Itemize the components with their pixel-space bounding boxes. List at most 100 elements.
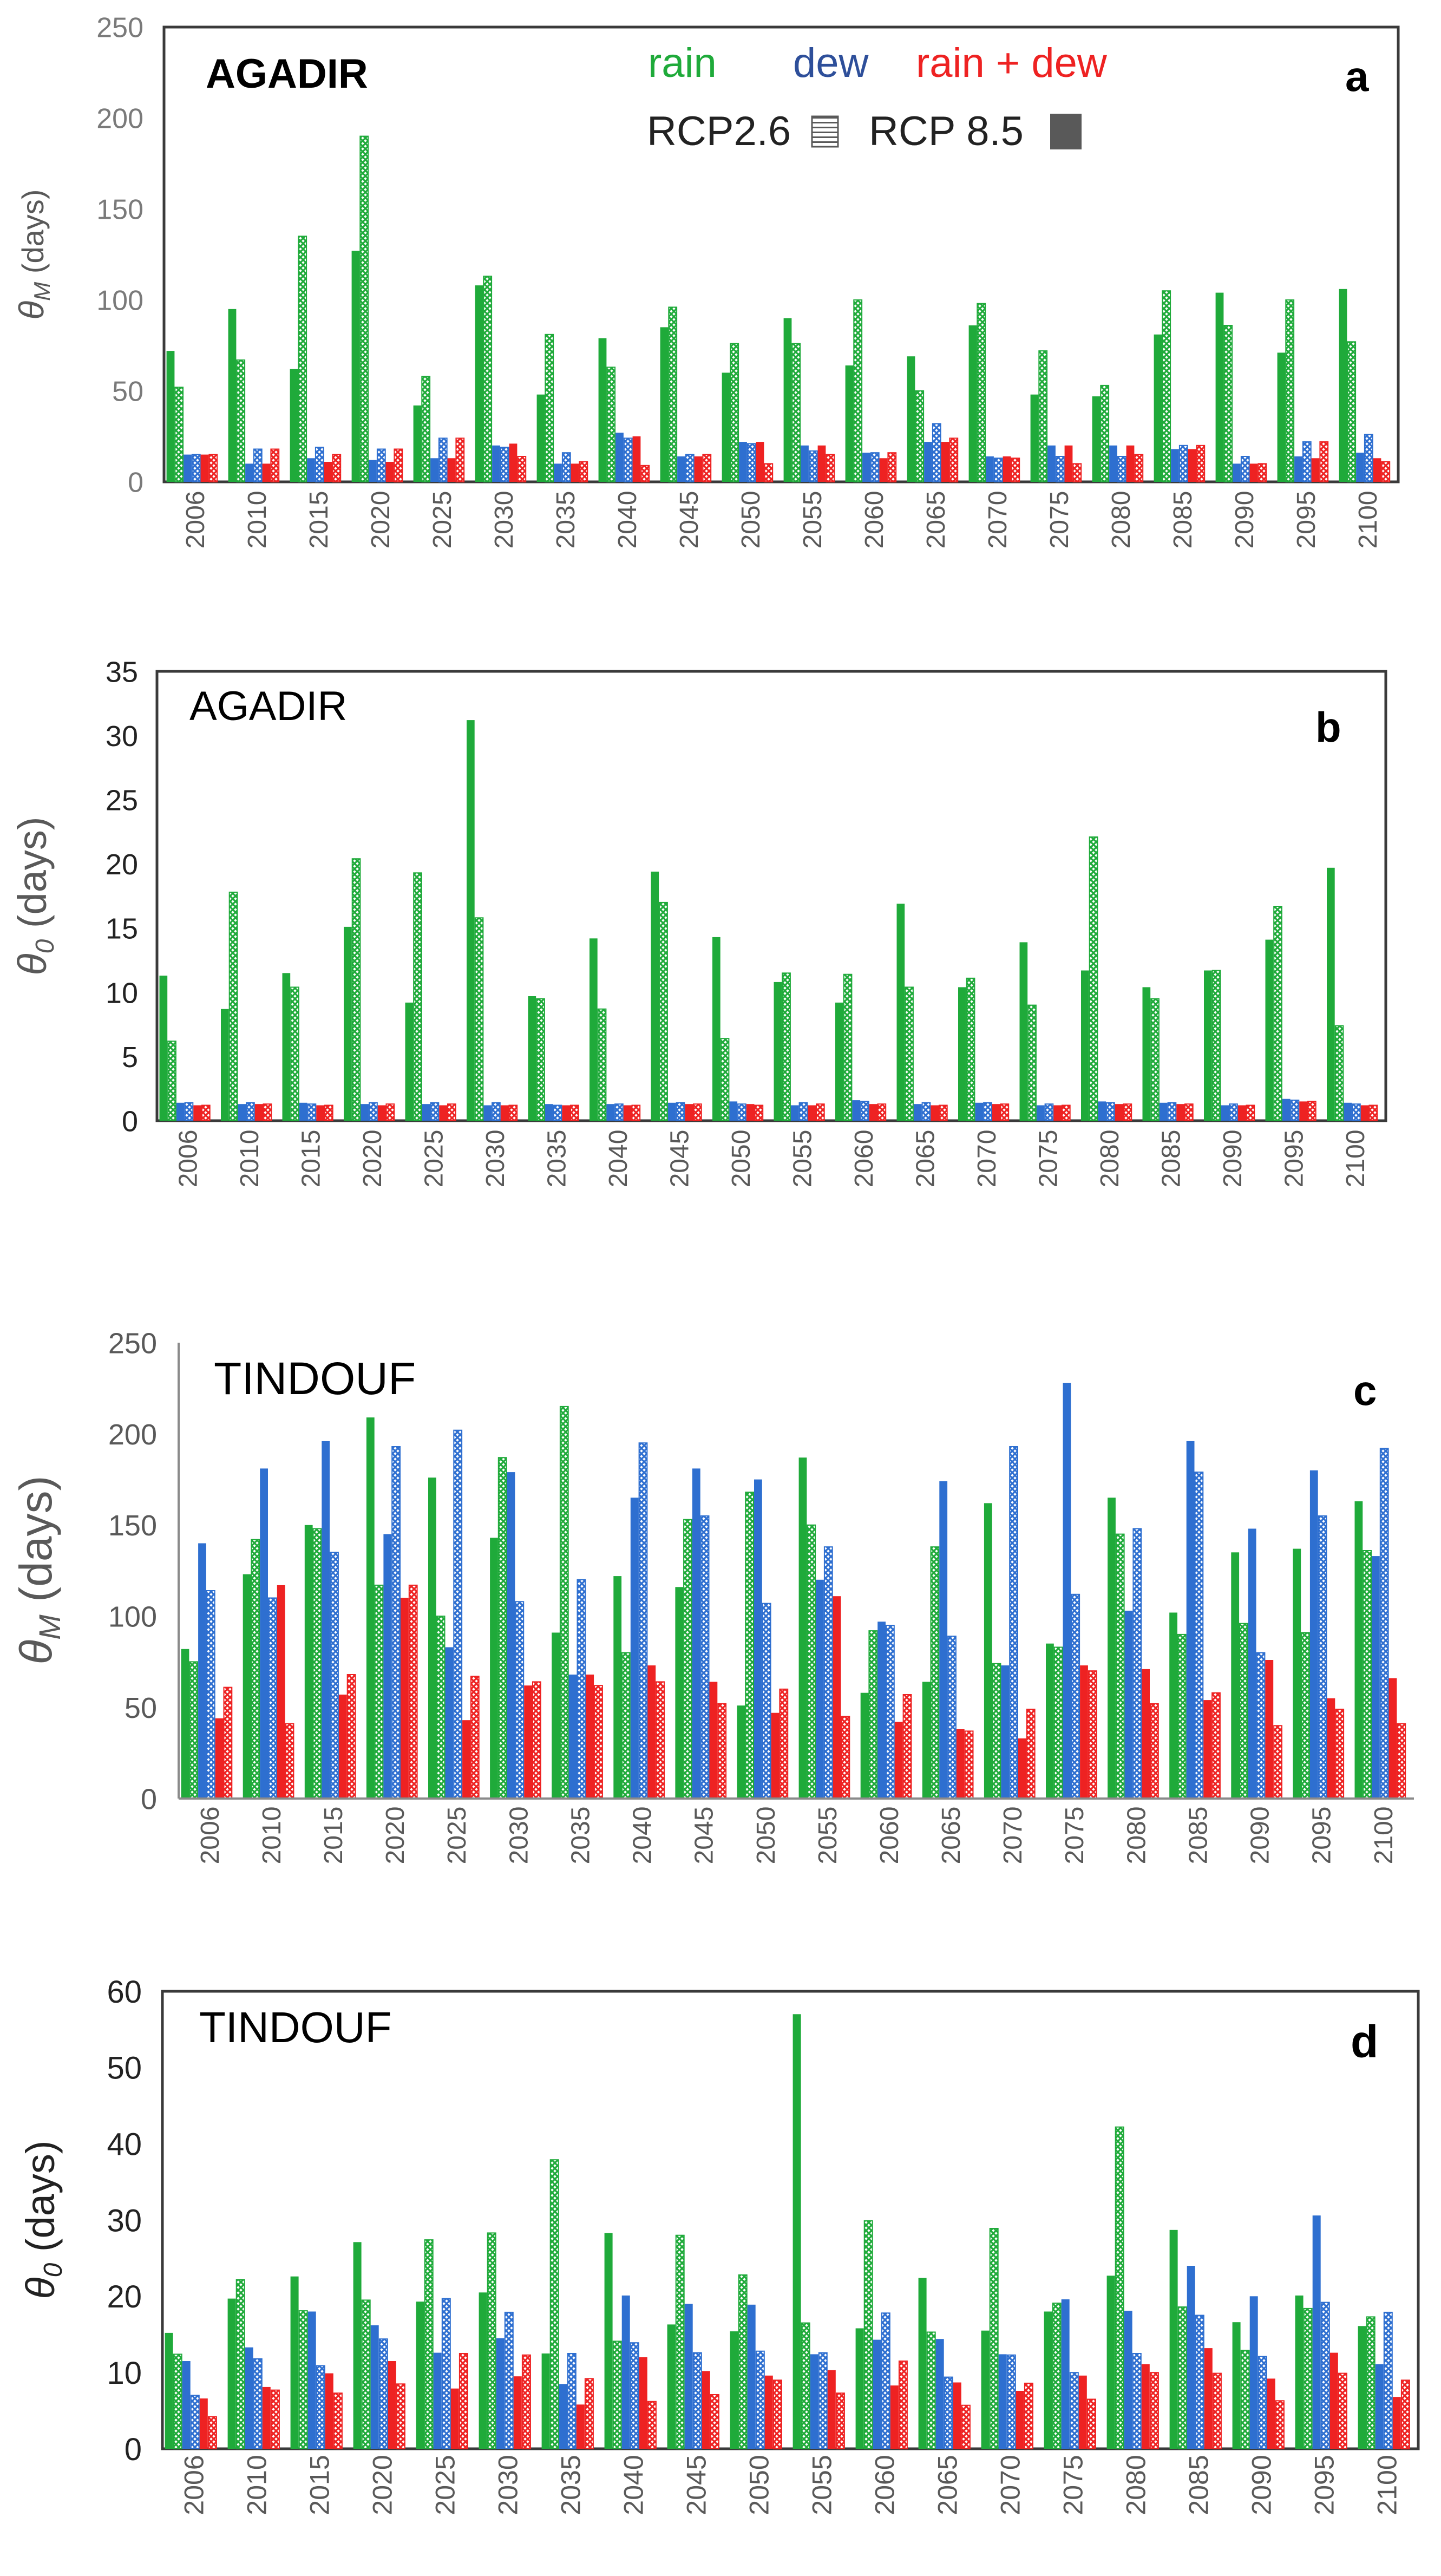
x-tick-label: 2035 <box>567 1807 595 1865</box>
bar-rain-dew-rcp85-2020 <box>385 462 394 482</box>
x-tick-label: 2035 <box>552 491 580 549</box>
bar-dew-rcp26-2075 <box>1055 456 1065 482</box>
bar-rain-rcp26-2090 <box>1240 2350 1250 2449</box>
plot-area-a <box>162 25 1400 483</box>
bar-rain-rcp26-2070 <box>966 977 975 1122</box>
legend-rcp85-swatch <box>1050 114 1082 149</box>
y-tick-label: 5 <box>122 1041 138 1074</box>
bar-rain-dew-rcp26-2080 <box>1123 1103 1132 1121</box>
x-tick-label: 2020 <box>368 2455 398 2515</box>
bar-rain-dew-rcp26-2090 <box>1257 463 1267 483</box>
bar-rain-rcp85-2045 <box>667 2324 676 2449</box>
y-tick-label: 40 <box>107 2127 142 2162</box>
bar-rain-rcp85-2095 <box>1277 352 1286 482</box>
bar-rain-dew-rcp26-2015 <box>332 454 342 482</box>
bar-rain-rcp85-2065 <box>918 2278 927 2449</box>
bar-rain-dew-rcp26-2025 <box>447 1103 456 1121</box>
bar-dew-rcp26-2055 <box>798 1102 808 1122</box>
bar-rain-dew-rcp26-2040 <box>631 1104 641 1121</box>
bar-rain-rcp26-2100 <box>1366 2316 1376 2449</box>
x-tick-label: 2085 <box>1184 2455 1214 2515</box>
x-tick-label: 2030 <box>505 1807 533 1865</box>
bar-rain-rcp85-2025 <box>416 2302 424 2449</box>
bar-rain-dew-rcp26-2090 <box>1246 1104 1255 1121</box>
bar-dew-rcp26-2010 <box>253 448 263 482</box>
bar-rain-rcp85-2030 <box>479 2292 487 2449</box>
x-tick-label: 2055 <box>798 491 827 549</box>
bar-rain-rcp26-2065 <box>926 2331 936 2449</box>
x-tick-label: 2015 <box>305 491 333 549</box>
bar-dew-rcp85-2050 <box>754 1479 762 1799</box>
bar-rain-dew-rcp85-2075 <box>1053 1105 1062 1121</box>
bar-rain-rcp85-2085 <box>1169 1612 1177 1799</box>
bar-rain-rcp85-2100 <box>1339 289 1347 482</box>
bar-rain-dew-rcp26-2025 <box>458 2353 468 2449</box>
legend-rain-dew: rain + dew <box>916 40 1108 86</box>
bar-rain-rcp26-2055 <box>807 1524 816 1800</box>
bar-rain-dew-rcp26-2085 <box>1196 444 1206 482</box>
bar-dew-rcp26-2080 <box>1132 1528 1142 1799</box>
bar-rain-rcp85-2065 <box>907 356 915 482</box>
bar-rain-dew-rcp26-2035 <box>579 461 588 482</box>
bar-dew-rcp26-2035 <box>561 452 571 483</box>
bar-rain-dew-rcp85-2070 <box>992 1104 1000 1121</box>
bar-rain-dew-rcp26-2015 <box>346 1674 356 1799</box>
bar-dew-rcp85-2060 <box>852 1100 861 1121</box>
bar-rain-dew-rcp85-2010 <box>254 1104 263 1121</box>
bar-rain-rcp85-2090 <box>1232 2322 1241 2449</box>
x-tick-label: 2030 <box>481 1130 510 1188</box>
x-tick-label: 2025 <box>430 2455 461 2515</box>
bar-rain-rcp85-2100 <box>1327 867 1335 1121</box>
bar-dew-rcp85-2045 <box>692 1468 700 1799</box>
bar-dew-rcp85-2065 <box>939 1481 948 1799</box>
bar-rain-dew-rcp26-2020 <box>385 1103 395 1121</box>
bar-rain-rcp85-2085 <box>1142 987 1151 1121</box>
x-tick-label: 2090 <box>1219 1130 1247 1188</box>
bar-dew-rcp85-2045 <box>677 456 685 482</box>
bar-rain-rcp26-2090 <box>1239 1623 1248 1799</box>
bar-dew-rcp26-2035 <box>553 1104 562 1121</box>
bar-rain-dew-rcp85-2045 <box>709 1682 718 1799</box>
bar-rain-rcp26-2095 <box>1303 2307 1313 2449</box>
bar-rain-dew-rcp85-2020 <box>377 1105 386 1121</box>
bar-rain-rcp26-2090 <box>1223 325 1233 482</box>
bar-dew-rcp26-2085 <box>1167 1102 1177 1122</box>
y-tick-label: 250 <box>108 1327 157 1359</box>
bar-dew-rcp26-2025 <box>438 437 448 483</box>
bar-rain-dew-rcp85-2035 <box>571 463 579 482</box>
bar-rain-dew-rcp26-2050 <box>772 2379 782 2450</box>
bar-dew-rcp85-2090 <box>1233 463 1241 482</box>
bar-dew-rcp26-2015 <box>307 1103 317 1121</box>
bar-rain-dew-rcp85-2030 <box>513 2376 522 2449</box>
bar-rain-rcp26-2030 <box>497 1457 507 1799</box>
y-tick-label: 200 <box>108 1418 157 1451</box>
x-tick-label: 2050 <box>752 1807 781 1865</box>
bar-rain-rcp26-2045 <box>668 306 678 483</box>
bar-rain-rcp26-2025 <box>413 872 422 1122</box>
bar-rain-dew-rcp85-2085 <box>1203 1700 1212 1799</box>
bar-rain-dew-rcp85-2006 <box>200 454 209 482</box>
bar-rain-dew-rcp26-2085 <box>1184 1103 1194 1121</box>
bar-dew-rcp26-2045 <box>685 454 695 482</box>
bar-dew-rcp85-2065 <box>913 1104 922 1121</box>
bar-rain-rcp85-2010 <box>243 1574 251 1799</box>
y-tick-label: 10 <box>107 2356 142 2391</box>
bar-dew-rcp85-2085 <box>1187 2266 1195 2449</box>
bar-rain-rcp85-2050 <box>737 1705 745 1799</box>
y-axis-subscript: 0 <box>39 2263 68 2277</box>
bar-dew-rcp26-2050 <box>746 443 756 483</box>
bar-rain-dew-rcp26-2015 <box>324 1104 333 1121</box>
bar-dew-rcp26-2075 <box>1069 2372 1079 2450</box>
bar-rain-dew-rcp85-2050 <box>756 442 764 482</box>
x-tick-label: 2020 <box>381 1807 410 1865</box>
bar-rain-rcp85-2070 <box>981 2330 990 2449</box>
bar-dew-rcp26-2050 <box>737 1103 746 1121</box>
bar-rain-rcp85-2015 <box>304 1525 313 1799</box>
x-tick-label: 2006 <box>174 1130 203 1188</box>
legend-rcp85: RCP 8.5 <box>869 108 1024 154</box>
x-tick-label: 2055 <box>807 2455 837 2515</box>
x-tick-label: 2065 <box>912 1130 940 1188</box>
bar-dew-rcp26-2070 <box>983 1102 992 1122</box>
bar-rain-rcp85-2055 <box>798 1457 807 1799</box>
bar-dew-rcp26-2040 <box>623 437 633 483</box>
